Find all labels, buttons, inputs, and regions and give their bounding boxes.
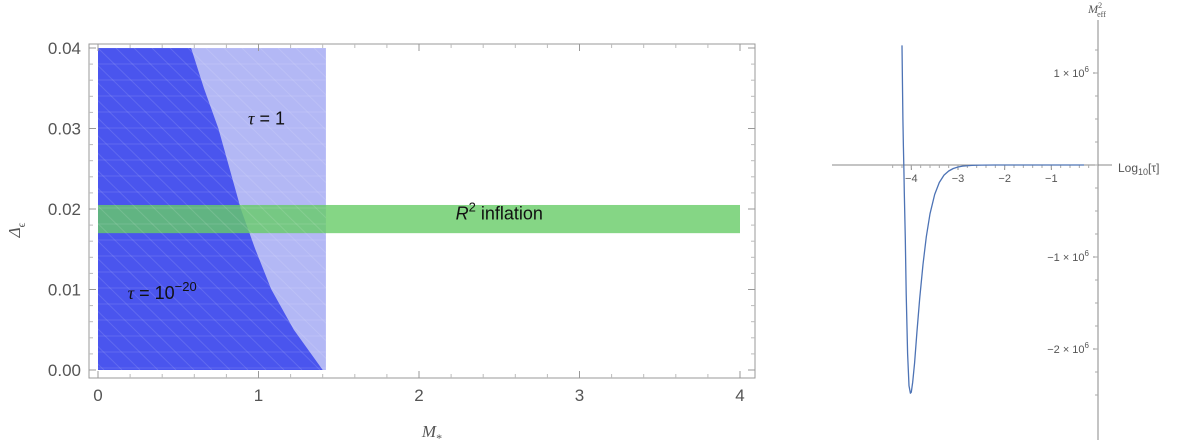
y-axis-label: M2 eff xyxy=(1087,1,1106,19)
tick-layer: −4 −3 −2 −1 1 × 106 −1 × 106 −2 × 106 xyxy=(892,49,1098,396)
x-tick-label: 0 xyxy=(93,386,102,405)
x-tick-label: −3 xyxy=(952,173,965,185)
watermark-line xyxy=(98,117,326,342)
watermark-grid xyxy=(98,48,780,370)
watermark-line xyxy=(98,48,326,272)
watermark-line xyxy=(98,258,213,370)
watermark-line xyxy=(133,48,326,236)
watermark-line xyxy=(98,64,326,289)
y-axis-label: Δϵ xyxy=(5,222,28,238)
x-tick-label: 4 xyxy=(735,386,744,405)
watermark-line xyxy=(98,240,231,370)
axes-layer xyxy=(832,20,1112,440)
y-tick-label: 0.02 xyxy=(48,200,81,219)
annotation-tau-1e-20: τ = 10−20 xyxy=(128,279,197,303)
tick-layer: 0 1 2 3 4 0.00 0.01 0.02 0.03 0.04 xyxy=(48,39,755,405)
x-tick-label: −1 xyxy=(1045,173,1058,185)
annotation-layer: τ = 1 τ = 10−20 R2 inflation xyxy=(128,108,543,303)
watermark-line xyxy=(98,310,159,370)
x-axis-label: M* xyxy=(421,422,442,445)
y-tick-label: −2 × 106 xyxy=(1047,341,1089,356)
watermark-line xyxy=(98,135,326,359)
region-layer xyxy=(98,48,740,370)
watermark-line xyxy=(187,48,326,184)
watermark-line xyxy=(115,48,326,254)
watermark-line xyxy=(98,293,177,370)
plot-frame xyxy=(88,43,756,379)
x-tick-label: 2 xyxy=(414,386,423,405)
watermark-line xyxy=(98,170,303,370)
watermark-line xyxy=(98,152,321,370)
x-tick-label: −2 xyxy=(998,173,1011,185)
y-tick-label: 0.00 xyxy=(48,361,81,380)
watermark-line xyxy=(98,99,326,324)
watermark-line xyxy=(259,48,326,114)
watermark-line xyxy=(205,48,326,166)
series-layer xyxy=(901,45,1084,394)
watermark-line xyxy=(223,48,326,149)
x-axis-label: Log10[τ] xyxy=(1118,161,1159,177)
chart-m-star-vs-delta-epsilon: 0 1 2 3 4 0.00 0.01 0.02 0.03 0.04 τ = 1 τ = 10−20… xyxy=(5,39,780,445)
y-tick-label: −1 × 106 xyxy=(1047,249,1089,264)
annotation-tau-1: τ = 1 xyxy=(248,108,285,128)
watermark-line xyxy=(98,205,267,370)
x-tick-label: −4 xyxy=(905,173,918,185)
y-tick-label: 1 × 106 xyxy=(1054,65,1090,80)
watermark-line xyxy=(151,48,326,219)
chart-m-eff-vs-log-tau: −4 −3 −2 −1 1 × 106 −1 × 106 −2 × 106 Log10[τ]… xyxy=(832,1,1159,440)
annotation-r2-inflation: R2 inflation xyxy=(456,199,543,223)
series-line-m-eff xyxy=(901,45,1084,394)
watermark-line xyxy=(98,187,285,370)
r2-inflation-band xyxy=(98,204,740,234)
watermark-line xyxy=(98,275,195,370)
watermark-line xyxy=(764,48,780,370)
y-tick-label: 0.03 xyxy=(48,120,81,139)
x-tick-label: 3 xyxy=(575,386,584,405)
watermark-line xyxy=(98,82,326,307)
watermark-line xyxy=(241,48,326,131)
y-tick-label: 0.04 xyxy=(48,39,81,58)
x-tick-label: 1 xyxy=(254,386,263,405)
y-tick-label: 0.01 xyxy=(48,281,81,300)
watermark-line xyxy=(169,48,326,201)
watermark-line xyxy=(98,222,249,370)
